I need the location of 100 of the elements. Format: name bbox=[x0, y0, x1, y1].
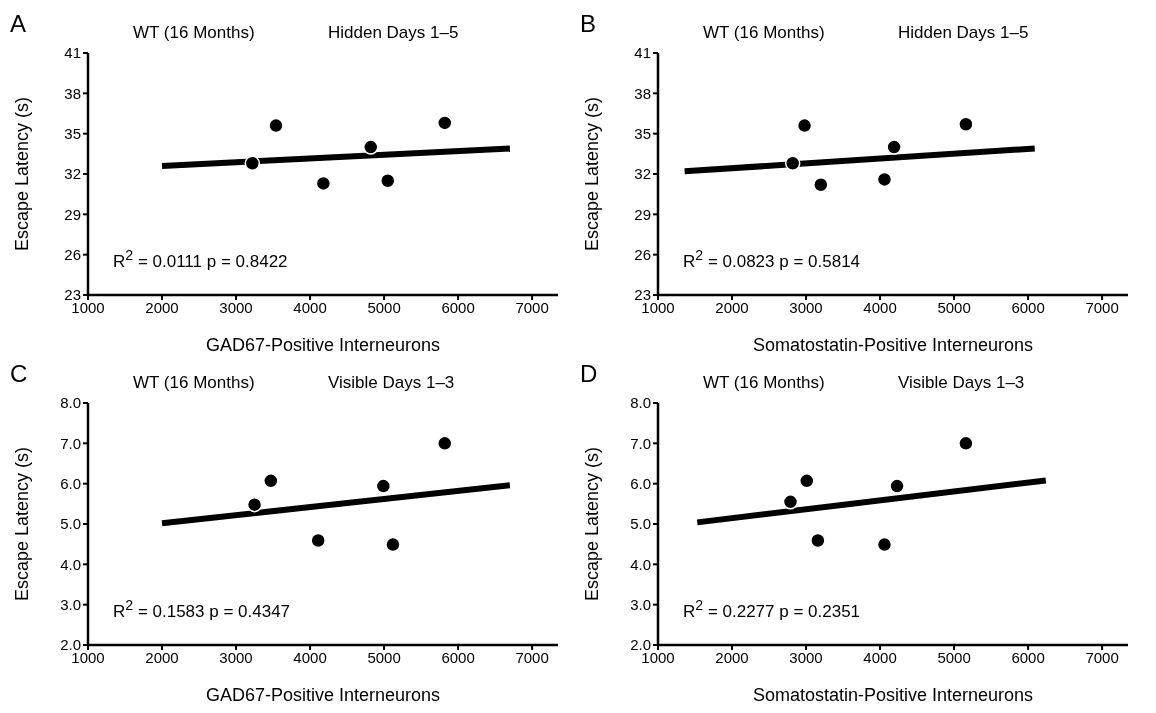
point bbox=[263, 473, 279, 489]
x-axis-title: Somatostatin-Positive Interneurons bbox=[752, 335, 1034, 355]
x-tick-label: 5000 bbox=[937, 648, 971, 666]
y-tick-label: 41 bbox=[634, 44, 651, 62]
y-tick-label: 7.0 bbox=[630, 434, 651, 452]
x-tick-label: 5000 bbox=[937, 298, 971, 316]
y-axis-title: Escape Latency (s) bbox=[12, 96, 33, 252]
x-axis-title: GAD67-Positive Interneurons bbox=[205, 685, 441, 705]
y-axis-title: Escape Latency (s) bbox=[582, 446, 603, 602]
y-tick-label: 3.0 bbox=[60, 595, 81, 613]
x-tick-label: 7000 bbox=[515, 648, 549, 666]
x-tick-label: 3000 bbox=[789, 648, 823, 666]
y-tick-label: 5.0 bbox=[60, 515, 81, 533]
x-tick-label: 4000 bbox=[293, 298, 327, 316]
y-tick-label: 26 bbox=[634, 245, 651, 263]
point bbox=[796, 117, 813, 134]
annotation: R$^{2}$ = 0.1583 p = 0.4347 bbox=[113, 597, 291, 622]
x-tick-label: 6000 bbox=[441, 648, 475, 666]
text: WT (16 Months) bbox=[133, 373, 255, 393]
point bbox=[876, 171, 893, 188]
point bbox=[958, 116, 974, 133]
x-axis-title: Somatostatin-Positive Interneurons bbox=[752, 685, 1034, 705]
y-tick-label: 32 bbox=[634, 165, 651, 183]
x-tick-label: 2000 bbox=[715, 648, 749, 666]
chart-title: A bbox=[10, 10, 27, 38]
y-tick-label: 5.0 bbox=[630, 515, 651, 533]
x-tick-label: 4000 bbox=[293, 648, 327, 666]
point bbox=[782, 494, 799, 510]
y-tick-label: 6.0 bbox=[630, 474, 651, 492]
x-tick-label: 2000 bbox=[145, 648, 179, 666]
annotation: R$^{2}$ = 0.0823 p = 0.5814 bbox=[683, 247, 861, 272]
point bbox=[886, 139, 902, 155]
annotation: R$^{2}$ = 0.2277 p = 0.2351 bbox=[683, 597, 861, 622]
x-tick-label: 6000 bbox=[1011, 298, 1045, 316]
point bbox=[362, 139, 379, 155]
text: Hidden Days 1–5 bbox=[898, 23, 1029, 43]
text: Visible Days 1–3 bbox=[898, 373, 1025, 393]
y-tick-label: 4.0 bbox=[60, 555, 81, 573]
x-tick-label: 7000 bbox=[1085, 298, 1119, 316]
x-tick-label: 2000 bbox=[145, 298, 179, 316]
text: WT (16 Months) bbox=[703, 23, 825, 43]
y-tick-label: 38 bbox=[64, 84, 81, 102]
point bbox=[437, 115, 453, 131]
text: Hidden Days 1–5 bbox=[328, 23, 459, 43]
chart-title: C bbox=[10, 360, 28, 388]
y-tick-label: 4.0 bbox=[630, 555, 651, 573]
y-tick-label: 6.0 bbox=[60, 474, 81, 492]
x-tick-label: 2000 bbox=[715, 298, 749, 316]
y-tick-label: 8.0 bbox=[630, 394, 651, 412]
point bbox=[437, 435, 453, 452]
point bbox=[268, 117, 284, 134]
y-tick-label: 23 bbox=[64, 286, 81, 304]
y-tick-label: 32 bbox=[64, 165, 81, 183]
y-axis-title: Escape Latency (s) bbox=[582, 96, 603, 252]
y-tick-label: 41 bbox=[64, 44, 81, 62]
text: WT (16 Months) bbox=[703, 373, 825, 393]
chart-title: B bbox=[580, 10, 597, 38]
point bbox=[799, 473, 815, 489]
x-tick-label: 5000 bbox=[367, 648, 401, 666]
x-tick-label: 7000 bbox=[1085, 648, 1119, 666]
x-tick-label: 7000 bbox=[515, 298, 549, 316]
x-tick-label: 5000 bbox=[367, 298, 401, 316]
chart-title: D bbox=[580, 360, 598, 388]
y-tick-label: 26 bbox=[64, 245, 81, 263]
x-tick-label: 3000 bbox=[789, 298, 823, 316]
x-tick-label: 6000 bbox=[1011, 648, 1045, 666]
y-tick-label: 29 bbox=[64, 205, 81, 223]
y-tick-label: 8.0 bbox=[60, 394, 81, 412]
text: Visible Days 1–3 bbox=[328, 373, 455, 393]
x-tick-label: 3000 bbox=[219, 648, 253, 666]
point bbox=[380, 172, 396, 189]
annotation: R$^{2}$ = 0.0111 p = 0.8422 bbox=[113, 247, 288, 272]
point bbox=[375, 478, 392, 494]
point bbox=[958, 435, 974, 452]
y-tick-label: 7.0 bbox=[60, 434, 81, 452]
y-tick-label: 23 bbox=[634, 286, 651, 304]
x-tick-label: 6000 bbox=[441, 298, 475, 316]
text: WT (16 Months) bbox=[133, 23, 255, 43]
point bbox=[813, 177, 829, 193]
y-axis-title: Escape Latency (s) bbox=[12, 446, 33, 602]
point bbox=[315, 175, 332, 192]
x-tick-label: 4000 bbox=[863, 298, 897, 316]
point bbox=[385, 536, 401, 553]
point bbox=[246, 496, 263, 513]
point bbox=[876, 536, 893, 553]
x-axis-title: GAD67-Positive Interneurons bbox=[205, 335, 441, 355]
y-tick-label: 3.0 bbox=[630, 595, 651, 613]
y-tick-label: 2.0 bbox=[630, 636, 651, 654]
x-tick-label: 3000 bbox=[219, 298, 253, 316]
y-tick-label: 2.0 bbox=[60, 636, 81, 654]
y-tick-label: 38 bbox=[634, 84, 651, 102]
x-tick-label: 4000 bbox=[863, 648, 897, 666]
y-tick-label: 35 bbox=[64, 124, 81, 142]
point bbox=[244, 155, 261, 171]
point bbox=[889, 478, 905, 494]
y-tick-label: 29 bbox=[634, 205, 651, 223]
point bbox=[810, 532, 826, 549]
y-tick-label: 35 bbox=[634, 124, 651, 142]
point bbox=[784, 155, 801, 171]
point bbox=[310, 532, 326, 549]
